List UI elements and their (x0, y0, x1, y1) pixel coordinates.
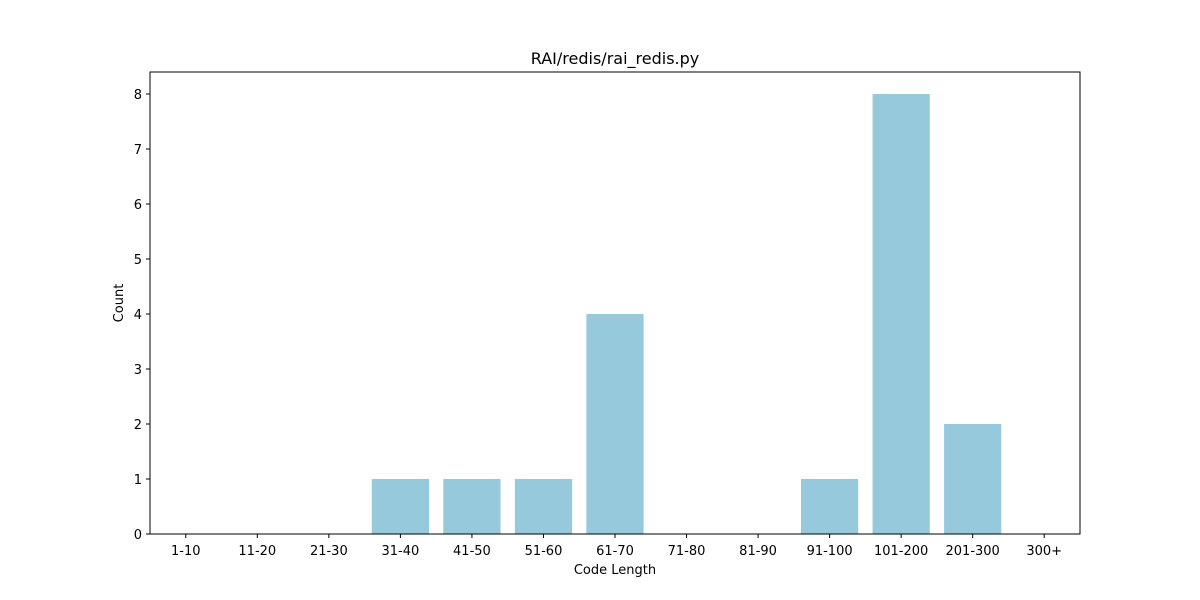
x-tick-label: 51-60 (525, 544, 563, 559)
y-axis-title: Count (112, 284, 127, 323)
x-tick-label: 31-40 (381, 544, 419, 559)
x-tick-label: 91-100 (807, 544, 853, 559)
x-tick-label: 21-30 (310, 544, 348, 559)
y-tick-label: 8 (134, 88, 142, 103)
bar-51-60 (514, 479, 573, 534)
bar-61-70 (586, 314, 644, 534)
y-tick-label: 0 (134, 528, 142, 543)
x-tick-label: 81-90 (739, 544, 777, 559)
bar-31-40 (371, 479, 429, 534)
x-tick-label: 201-300 (946, 544, 1000, 559)
bar-41-50 (443, 479, 501, 534)
y-tick-label: 4 (134, 308, 142, 323)
bar-91-100 (801, 479, 859, 534)
x-tick-label: 11-20 (238, 544, 276, 559)
bar-101-200 (872, 94, 930, 534)
y-tick-label: 7 (134, 143, 142, 158)
x-tick-label: 1-10 (171, 544, 201, 559)
x-tick-label: 300+ (1026, 544, 1062, 559)
x-tick-label: 61-70 (596, 544, 634, 559)
x-tick-label: 71-80 (668, 544, 706, 559)
x-axis-ticks: 1-10 11-20 21-30 31-40 41-50 51-60 61-70 71-80 8… (171, 534, 1062, 559)
y-axis-ticks: 0 1 2 3 4 5 6 7 8 (134, 88, 150, 543)
x-axis-title: Code Length (574, 563, 656, 578)
x-tick-label: 41-50 (453, 544, 491, 559)
bar-201-300 (944, 424, 1002, 534)
y-tick-label: 6 (134, 198, 142, 213)
x-tick-label: 101-200 (874, 544, 928, 559)
y-tick-label: 5 (134, 253, 142, 268)
y-tick-label: 2 (134, 418, 142, 433)
chart-title: RAI/redis/rai_redis.py (531, 49, 699, 69)
y-tick-label: 3 (134, 363, 142, 378)
y-tick-label: 1 (134, 473, 142, 488)
bars-layer (371, 94, 1002, 534)
